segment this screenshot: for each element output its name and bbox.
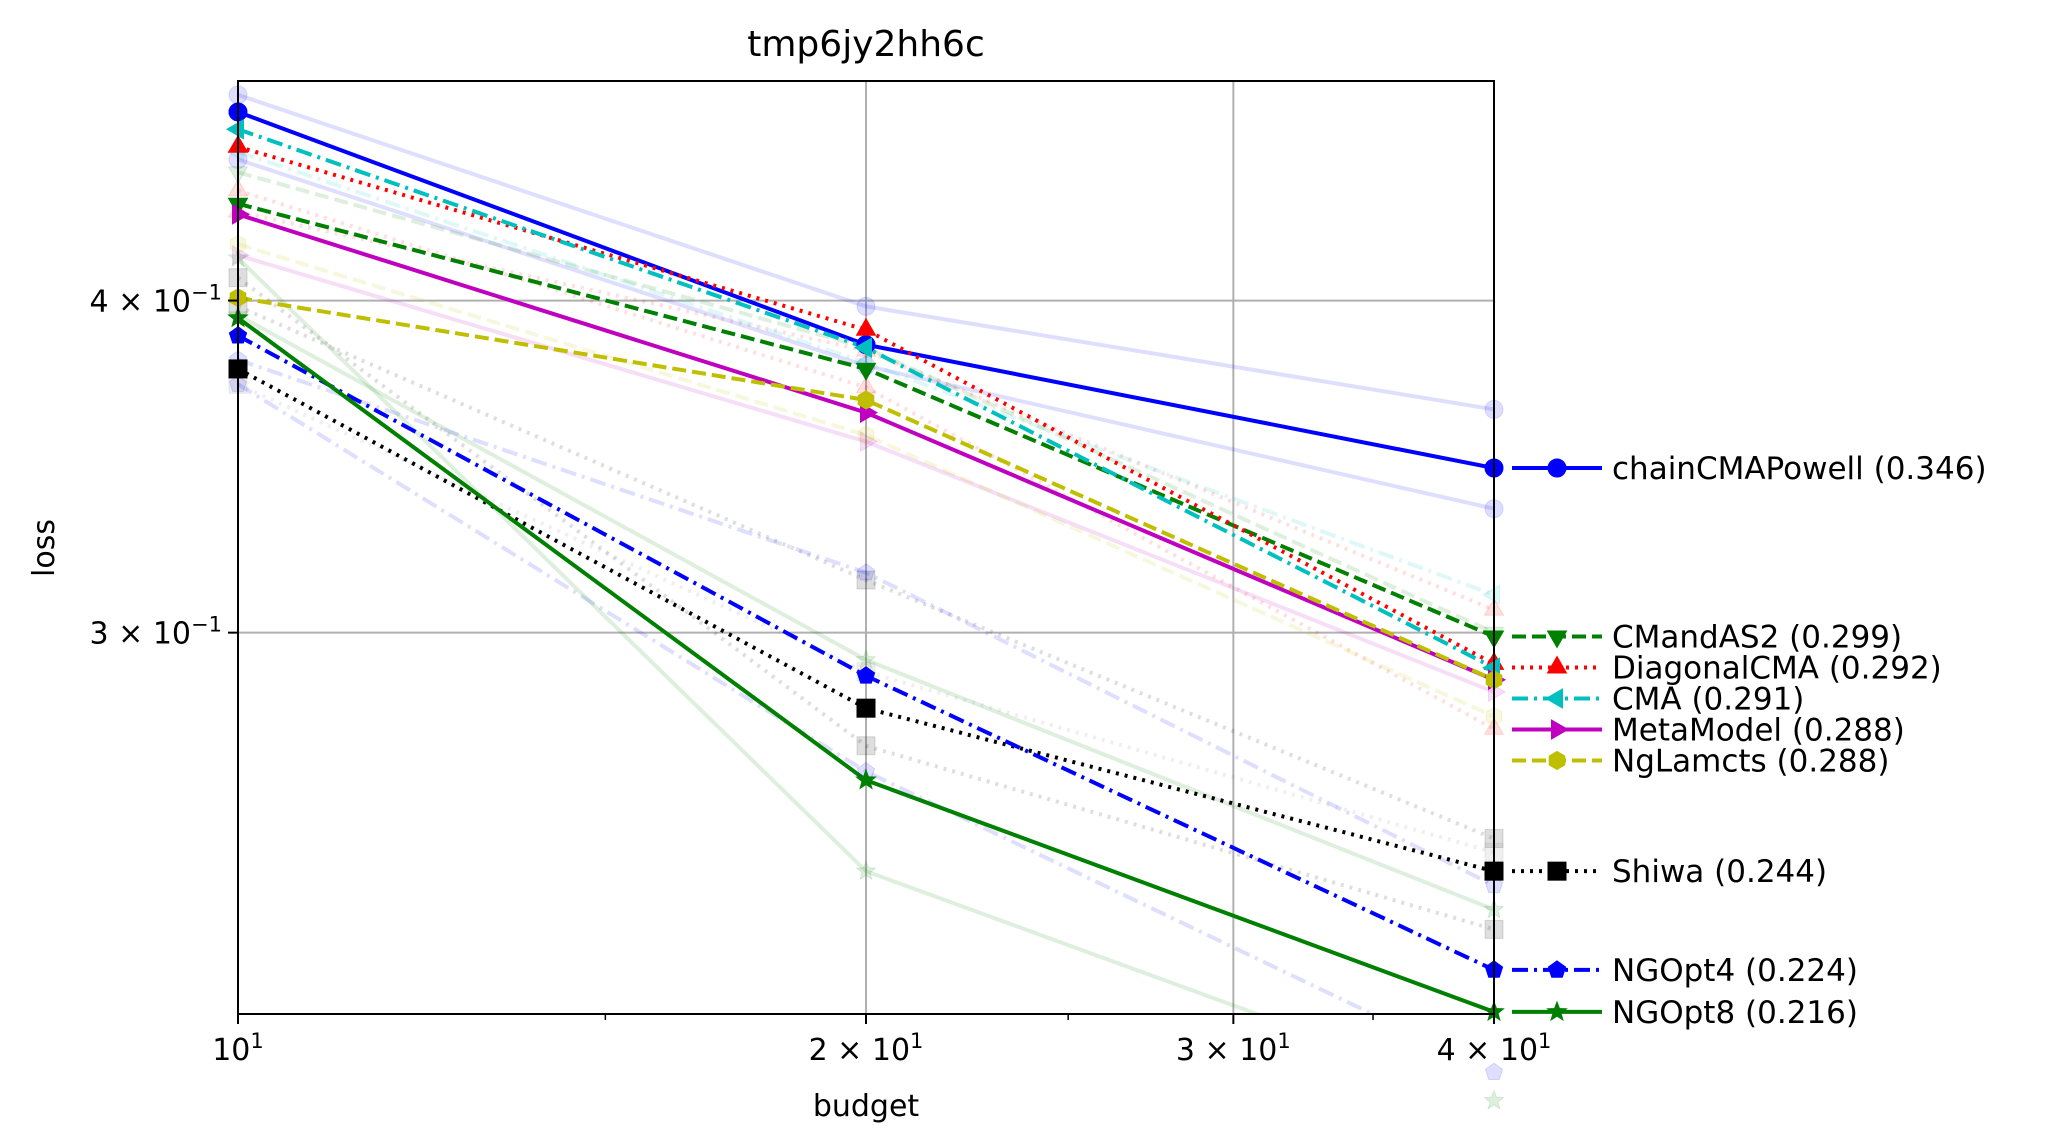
axis-ticks <box>228 299 1495 1024</box>
legend-marker-1 <box>1546 630 1568 649</box>
series-point-2-1 <box>855 317 877 336</box>
legend-label-1: CMandAS2 (0.299) <box>1612 620 1902 656</box>
background-series-line-5 <box>238 149 1494 597</box>
background-series-line-14 <box>238 382 1494 855</box>
series-point-6-1 <box>856 698 876 718</box>
legend-label-6: Shiwa (0.244) <box>1612 854 1827 890</box>
background-series-line-4 <box>238 188 1494 731</box>
background-series-point-6-1 <box>860 431 879 452</box>
series-point-7-1 <box>856 666 876 684</box>
series-point-8-1 <box>855 768 877 790</box>
background-series-line-12 <box>238 256 1263 1014</box>
y-axis-label: loss <box>27 519 62 577</box>
series-point-1-1 <box>855 362 877 381</box>
series-point-4-0 <box>232 204 251 225</box>
x-tick-label-3: 4 × 101 <box>1437 1029 1552 1068</box>
background-series-point-11-2 <box>1484 1062 1504 1080</box>
background-series-line-8 <box>238 304 1494 841</box>
background-series-point-10-1 <box>856 563 876 581</box>
background-series-line-0 <box>238 93 1494 412</box>
legend-label-7: NGOpt4 (0.224) <box>1612 953 1858 989</box>
background-series-point-12-1 <box>855 859 877 881</box>
legend-marker-5 <box>1548 750 1566 771</box>
background-series-line-6 <box>238 253 1494 694</box>
background-series-point-8-1 <box>856 570 876 590</box>
series-point-3-0 <box>226 118 244 140</box>
background-series-point-6-0 <box>232 244 251 266</box>
legend-label-2: DiagonalCMA (0.292) <box>1612 651 1942 687</box>
legend-marker-2 <box>1546 655 1568 674</box>
series-point-3-1 <box>853 337 872 359</box>
background-series-line-9 <box>238 276 1494 932</box>
x-tick-label-1: 2 × 101 <box>809 1029 924 1068</box>
background-series-point-7-1 <box>857 425 875 445</box>
legend-label-3: CMA (0.291) <box>1612 682 1804 718</box>
legend-label-4: MetaModel (0.288) <box>1612 713 1905 749</box>
x-axis-label: budget <box>813 1089 920 1124</box>
legend-label-0: chainCMAPowell (0.346) <box>1612 451 1987 487</box>
grid <box>238 81 1494 1014</box>
legend-label-5: NgLamcts (0.288) <box>1612 744 1889 780</box>
x-tick-label-2: 3 × 101 <box>1176 1029 1291 1068</box>
legend-marker-3 <box>1544 688 1563 709</box>
legend-marker-4 <box>1551 719 1570 740</box>
background-series-line-13 <box>238 313 1494 912</box>
background-series-point-12-2 <box>1483 1089 1505 1110</box>
background-series-line-10 <box>238 357 1494 888</box>
chart-title: tmp6jy2hh6c <box>747 24 984 65</box>
legend-marker-7 <box>1547 960 1567 978</box>
background-series-point-13-1 <box>855 648 877 670</box>
legend-marker-6 <box>1547 861 1567 881</box>
series-line-5 <box>238 295 1494 682</box>
legend-marker-8 <box>1546 1000 1568 1022</box>
legend: chainCMAPowell (0.346) CMandAS2 (0.299)Di… <box>1512 451 1987 1031</box>
series-point-5-1 <box>857 390 875 410</box>
background-series-point-9-1 <box>856 736 876 756</box>
background-series-point-0-1 <box>856 296 876 316</box>
legend-label-8: NGOpt8 (0.216) <box>1612 995 1858 1031</box>
series-line-2 <box>238 144 1494 666</box>
legend-marker-0 <box>1547 458 1567 478</box>
background-series-point-5-2 <box>1481 584 1500 606</box>
